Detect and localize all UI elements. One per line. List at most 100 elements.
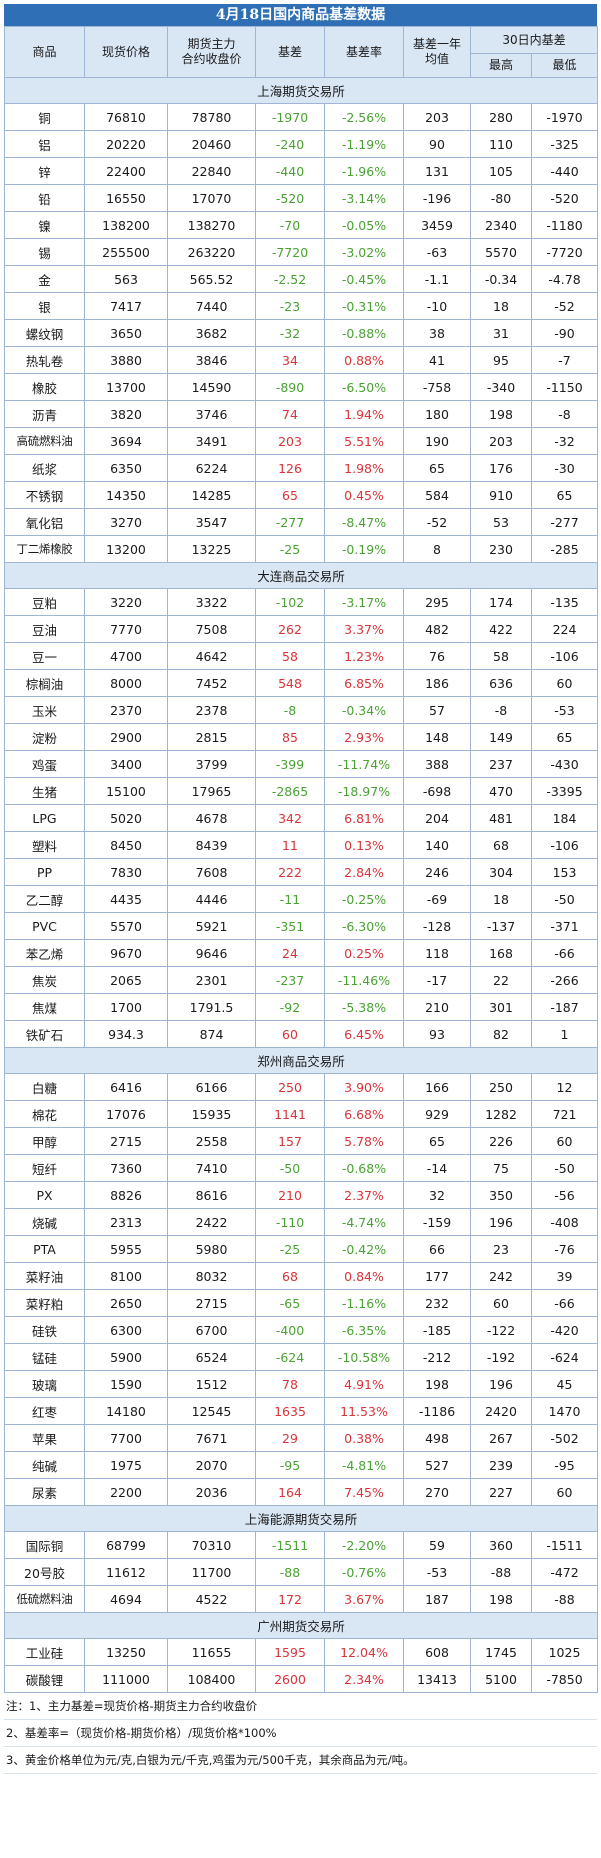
basis-rate: 0.84% (324, 1262, 404, 1290)
futures-price: 15935 (167, 1100, 256, 1128)
year-avg-basis: 246 (403, 858, 471, 886)
30day-low: -3395 (531, 777, 598, 805)
futures-price: 14590 (167, 373, 256, 401)
spot-price: 2065 (84, 966, 168, 994)
spot-price: 8450 (84, 831, 168, 859)
basis: 1595 (255, 1638, 325, 1666)
basis: -8 (255, 696, 325, 724)
commodity-name: 豆粕 (4, 588, 85, 616)
30day-low: -408 (531, 1208, 598, 1236)
commodity-name: 铝 (4, 130, 85, 158)
futures-price: 2715 (167, 1289, 256, 1317)
year-avg-basis: 8 (403, 535, 471, 563)
futures-price: 7440 (167, 292, 256, 320)
30day-low: 184 (531, 804, 598, 832)
table-row: 苹果 7700 7671 29 0.38% 498 267 -502 (4, 1424, 598, 1452)
30day-high: 301 (470, 993, 532, 1021)
commodity-name: 淀粉 (4, 723, 85, 751)
header-year-avg-line1: 基差一年 (412, 37, 461, 51)
year-avg-basis: 90 (403, 130, 471, 158)
basis-rate: 3.37% (324, 615, 404, 643)
commodity-name: 硅铁 (4, 1316, 85, 1344)
30day-low: -430 (531, 750, 598, 778)
commodity-name: 苯乙烯 (4, 939, 85, 967)
basis: 11 (255, 831, 325, 859)
spot-price: 11612 (84, 1558, 168, 1586)
footnotes: 注：1、主力基差=现货价格-期货主力合约收盘价 2、基差率=（现货价格-期货价格… (4, 1693, 597, 1774)
basis-rate: -1.19% (324, 130, 404, 158)
30day-high: 60 (470, 1289, 532, 1317)
30day-low: -95 (531, 1451, 598, 1479)
spot-price: 934.3 (84, 1020, 168, 1048)
commodity-name: 塑料 (4, 831, 85, 859)
basis-rate: 1.98% (324, 454, 404, 482)
basis: -50 (255, 1154, 325, 1182)
table-row: LPG 5020 4678 342 6.81% 204 481 184 (4, 804, 598, 832)
spot-price: 7770 (84, 615, 168, 643)
spot-price: 3400 (84, 750, 168, 778)
year-avg-basis: -128 (403, 912, 471, 940)
futures-price: 138270 (167, 211, 256, 239)
30day-high: 239 (470, 1451, 532, 1479)
30day-high: 226 (470, 1127, 532, 1155)
year-avg-basis: 166 (403, 1073, 471, 1101)
table-row: 不锈钢 14350 14285 65 0.45% 584 910 65 (4, 481, 598, 509)
footnote-2: 2、基差率=（现货价格-期货价格）/现货价格*100% (4, 1720, 597, 1747)
30day-low: -1970 (531, 103, 598, 131)
basis-rate: 6.85% (324, 669, 404, 697)
table-row: 高硫燃料油 3694 3491 203 5.51% 190 203 -32 (4, 427, 598, 455)
table-row: 银 7417 7440 -23 -0.31% -10 18 -52 (4, 292, 598, 320)
year-avg-basis: 177 (403, 1262, 471, 1290)
table-row: 豆一 4700 4642 58 1.23% 76 58 -106 (4, 642, 598, 670)
basis-rate: -6.50% (324, 373, 404, 401)
table-row: 苯乙烯 9670 9646 24 0.25% 118 168 -66 (4, 939, 598, 967)
year-avg-basis: 388 (403, 750, 471, 778)
futures-price: 6224 (167, 454, 256, 482)
30day-low: -277 (531, 508, 598, 536)
table-row: 玉米 2370 2378 -8 -0.34% 57 -8 -53 (4, 696, 598, 724)
table-row: 纸浆 6350 6224 126 1.98% 65 176 -30 (4, 454, 598, 482)
basis-rate: 1.94% (324, 400, 404, 428)
table-row: 丁二烯橡胶 13200 13225 -25 -0.19% 8 230 -285 (4, 535, 598, 563)
30day-high: 198 (470, 1585, 532, 1613)
commodity-name: 乙二醇 (4, 885, 85, 913)
header-name: 商品 (4, 26, 85, 78)
30day-high: 198 (470, 400, 532, 428)
basis: -440 (255, 157, 325, 185)
commodity-name: 生猪 (4, 777, 85, 805)
30day-low: 60 (531, 1478, 598, 1506)
commodity-name: 不锈钢 (4, 481, 85, 509)
spot-price: 68799 (84, 1531, 168, 1559)
table-row: PP 7830 7608 222 2.84% 246 304 153 (4, 858, 598, 886)
futures-price: 7452 (167, 669, 256, 697)
30day-low: -420 (531, 1316, 598, 1344)
futures-price: 4522 (167, 1585, 256, 1613)
basis: -23 (255, 292, 325, 320)
30day-low: -88 (531, 1585, 598, 1613)
commodity-name: 锰硅 (4, 1343, 85, 1371)
section-title: 上海期货交易所 (4, 77, 598, 104)
commodity-name: 金 (4, 265, 85, 293)
table-row: 淀粉 2900 2815 85 2.93% 148 149 65 (4, 723, 598, 751)
futures-price: 3746 (167, 400, 256, 428)
table-row: 铝 20220 20460 -240 -1.19% 90 110 -325 (4, 130, 598, 158)
futures-price: 6524 (167, 1343, 256, 1371)
spot-price: 7417 (84, 292, 168, 320)
commodity-name: 锌 (4, 157, 85, 185)
footnote-1: 注：1、主力基差=现货价格-期货主力合约收盘价 (4, 1693, 597, 1720)
30day-low: 224 (531, 615, 598, 643)
table-row: 铅 16550 17070 -520 -3.14% -196 -80 -520 (4, 184, 598, 212)
table-row: 豆油 7770 7508 262 3.37% 482 422 224 (4, 615, 598, 643)
table-row: 棕榈油 8000 7452 548 6.85% 186 636 60 (4, 669, 598, 697)
basis-rate: -6.35% (324, 1316, 404, 1344)
table-row: 短纤 7360 7410 -50 -0.68% -14 75 -50 (4, 1154, 598, 1182)
futures-price: 874 (167, 1020, 256, 1048)
table-row: 烧碱 2313 2422 -110 -4.74% -159 196 -408 (4, 1208, 598, 1236)
table-row: 尿素 2200 2036 164 7.45% 270 227 60 (4, 1478, 598, 1506)
30day-high: -8 (470, 696, 532, 724)
basis: -240 (255, 130, 325, 158)
commodity-name: LPG (4, 804, 85, 832)
30day-low: 721 (531, 1100, 598, 1128)
basis: 24 (255, 939, 325, 967)
year-avg-basis: -1.1 (403, 265, 471, 293)
